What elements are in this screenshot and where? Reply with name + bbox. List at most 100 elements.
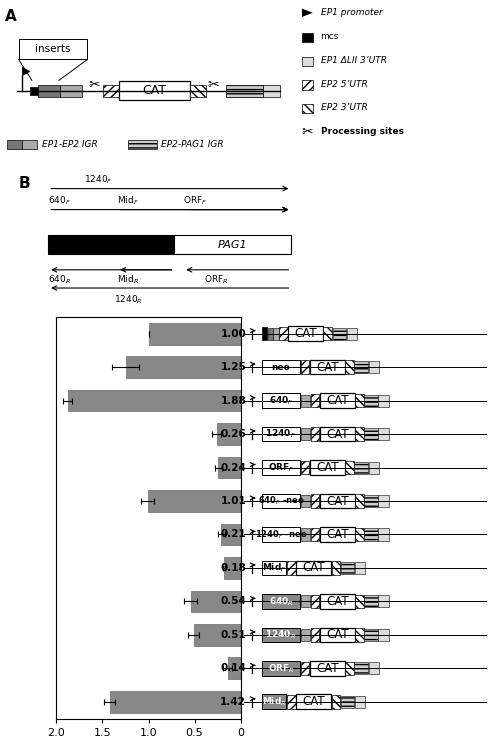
Text: ORF$_R$: ORF$_R$ [268,662,294,674]
Bar [68,390,241,411]
Text: 1240$_F$: 1240$_F$ [266,427,296,440]
Bar [320,594,355,609]
Bar [379,495,389,507]
Bar [287,562,296,575]
Bar [331,695,340,708]
Bar [301,595,310,607]
Bar [301,461,309,474]
Bar [302,104,313,113]
Bar [355,394,364,408]
Bar [364,495,378,507]
Bar [355,562,365,574]
Bar [262,427,300,441]
Text: CAT: CAT [326,629,349,641]
Bar [262,394,300,408]
Bar [320,394,355,408]
Text: 1240$_F$ -neo: 1240$_F$ -neo [255,528,307,541]
Bar [262,594,300,609]
Bar [364,394,378,407]
Bar [268,328,273,340]
Bar [311,495,320,508]
Bar [364,595,378,607]
Text: CAT: CAT [326,427,349,441]
Text: CAT: CAT [294,327,317,340]
Text: Mid$_F$: Mid$_F$ [117,195,139,207]
Text: CAT: CAT [326,495,349,508]
Text: CAT: CAT [316,662,339,675]
Bar [364,528,378,540]
Text: EP1-EP2 IGR: EP1-EP2 IGR [42,140,98,149]
Bar [128,140,157,149]
Text: 1.25: 1.25 [220,362,246,372]
Bar [311,394,320,408]
Text: ORF$_F$: ORF$_F$ [268,461,294,474]
Text: 1.42: 1.42 [220,697,246,707]
Bar [320,627,355,642]
Bar [263,85,280,97]
Bar [369,461,379,474]
Bar [311,427,320,441]
Bar [355,628,364,642]
Bar [288,326,323,341]
Bar [379,394,389,407]
Bar [355,528,364,541]
Text: 0.24: 0.24 [220,463,246,472]
Bar [379,629,389,641]
Bar [126,356,241,378]
Text: 0.51: 0.51 [220,630,246,640]
Bar [345,461,354,474]
Bar [301,495,310,507]
Bar [311,595,320,608]
Text: 640$_R$: 640$_R$ [48,273,71,286]
Bar [119,81,190,100]
Bar [226,85,263,97]
Polygon shape [22,66,30,76]
Text: A: A [5,10,17,24]
Bar [355,595,364,608]
Bar [311,628,320,642]
Bar [332,328,346,340]
Bar [369,361,379,373]
Bar [341,562,355,574]
Bar [355,427,364,441]
Text: 640$_F$: 640$_F$ [48,195,71,207]
Bar [379,428,389,440]
Text: EP1 ΔLII 3’UTR: EP1 ΔLII 3’UTR [321,56,386,65]
Bar [224,557,241,579]
Text: ✂: ✂ [88,78,100,92]
Text: 1240$_R$: 1240$_R$ [114,293,143,306]
Bar [379,528,389,540]
Bar [103,85,119,97]
Bar [262,360,300,374]
Text: B: B [18,176,30,191]
Bar [262,661,300,676]
Text: CAT: CAT [302,562,325,574]
Text: EP2-PAG1 IGR: EP2-PAG1 IGR [161,140,224,149]
Bar [22,140,37,149]
Bar [310,460,345,475]
Bar [262,627,300,642]
Bar [301,629,310,641]
Text: mcs: mcs [321,32,339,41]
Text: ✂: ✂ [301,125,313,139]
Text: CAT: CAT [326,595,349,608]
Text: 1240$_R$: 1240$_R$ [265,629,297,641]
Bar [310,661,345,676]
Bar [228,657,241,680]
Bar [174,235,291,254]
Text: Mid$_R$: Mid$_R$ [262,696,286,708]
Bar [262,561,286,576]
Bar [320,494,355,509]
Bar [48,235,174,254]
Bar [60,85,82,97]
Text: neo: neo [272,363,290,371]
Text: Mid$_R$: Mid$_R$ [117,273,139,286]
Bar [191,590,241,612]
Bar [221,523,241,545]
Bar [38,85,60,97]
Bar [324,327,332,340]
Text: Processing sites: Processing sites [321,127,404,136]
Bar [355,495,364,508]
Text: 1240$_F$: 1240$_F$ [84,173,113,186]
Bar [355,696,365,708]
